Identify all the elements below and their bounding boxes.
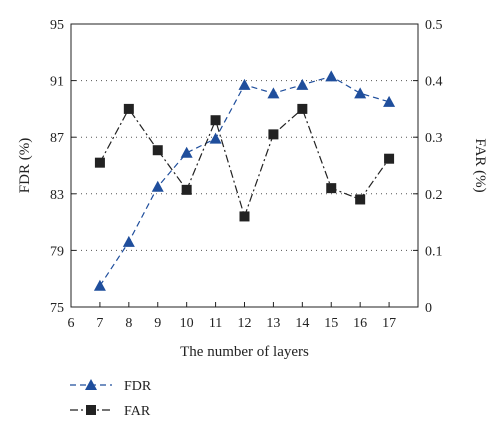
x-axis-title: The number of layers — [180, 344, 309, 360]
y-left-tick-label: 79 — [50, 244, 64, 259]
data-point-far — [384, 153, 395, 164]
y-left-tick-label: 75 — [50, 301, 64, 316]
data-point-fdr — [325, 70, 338, 82]
series-line-fdr — [99, 75, 390, 287]
y-left-tick-label: 83 — [50, 188, 64, 203]
x-tick-label: 15 — [324, 316, 338, 331]
data-point-far — [326, 183, 337, 194]
legend-far-label: FAR — [124, 404, 151, 419]
x-tick-label: 11 — [209, 316, 222, 331]
data-point-fdr — [354, 87, 367, 99]
data-point-fdr — [180, 146, 193, 158]
data-point-fdr — [122, 235, 135, 247]
y-axis-left-title: FDR (%) — [17, 138, 33, 193]
series-line-far — [99, 107, 390, 219]
data-point-fdr — [267, 87, 280, 99]
y-left-tick-label: 91 — [50, 75, 64, 90]
x-tick-label: 13 — [266, 316, 280, 331]
legend-far-square-icon — [86, 405, 96, 415]
legend-fdr-triangle-icon — [85, 379, 97, 390]
data-point-far — [297, 103, 308, 114]
x-tick-label: 17 — [382, 316, 396, 331]
legend-fdr-label: FDR — [124, 379, 152, 394]
data-point-far — [210, 115, 221, 126]
data-point-far — [94, 157, 105, 168]
data-point-fdr — [238, 78, 251, 90]
data-point-far — [239, 211, 250, 222]
y-right-tick-label: 0 — [425, 301, 432, 316]
y-right-tick-label: 0.2 — [425, 188, 443, 203]
legend-item-far: FAR — [70, 404, 151, 419]
y-right-tick-label: 0.3 — [425, 131, 443, 146]
y-axis-right-title: FAR (%) — [472, 138, 488, 192]
x-tick-label: 12 — [238, 316, 252, 331]
data-point-fdr — [296, 78, 309, 90]
data-point-fdr — [151, 180, 164, 192]
x-tick-label: 7 — [96, 316, 103, 331]
x-tick-label: 6 — [68, 316, 75, 331]
data-point-far — [268, 129, 279, 140]
grid-lines — [71, 80, 418, 251]
legend-item-fdr: FDR — [70, 379, 152, 394]
y-right-tick-label: 0.4 — [425, 75, 443, 90]
y-right-tick-label: 0.5 — [425, 18, 443, 33]
x-tick-label: 10 — [180, 316, 194, 331]
data-point-far — [152, 145, 163, 156]
x-tick-label: 16 — [353, 316, 367, 331]
data-point-far — [123, 103, 134, 114]
axis-ticks: 75 79 83 87 91 95 0 0.1 0.2 0.3 0.4 0.5 6 7 8 9 10 11 12 13… — [50, 18, 443, 331]
data-point-far — [181, 184, 192, 195]
y-right-tick-label: 0.1 — [425, 244, 443, 259]
data-point-far — [355, 194, 366, 205]
y-left-tick-label: 95 — [50, 18, 64, 33]
x-tick-label: 8 — [125, 316, 132, 331]
legend: FDR FAR — [70, 379, 152, 419]
series-layer — [93, 70, 396, 291]
x-tick-label: 9 — [154, 316, 161, 331]
x-tick-label: 14 — [295, 316, 309, 331]
data-point-fdr — [93, 279, 106, 291]
plot-frame — [70, 23, 419, 308]
data-point-fdr — [209, 132, 222, 144]
data-point-fdr — [383, 95, 396, 107]
y-left-tick-label: 87 — [50, 131, 64, 146]
